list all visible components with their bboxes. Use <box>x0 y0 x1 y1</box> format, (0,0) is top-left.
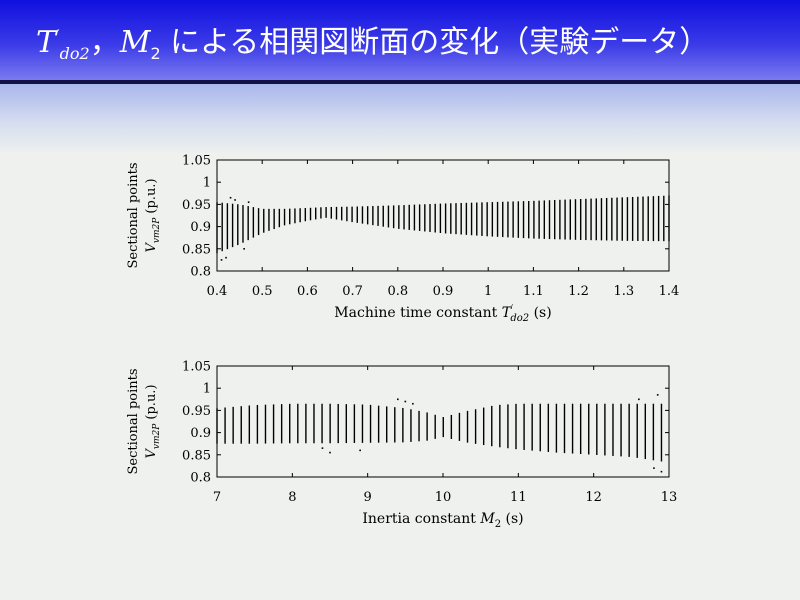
title-separator: ， <box>89 25 120 60</box>
x-tick-label: 9 <box>364 490 372 505</box>
y-tick-label: 1.05 <box>182 360 211 375</box>
data-point <box>653 467 655 469</box>
x-tick-label: 0.7 <box>342 284 363 299</box>
x-tick-label: 1.3 <box>613 284 634 299</box>
x-tick-label: 8 <box>288 490 296 505</box>
data-point <box>243 248 245 250</box>
y-tick-label: 1.05 <box>182 154 211 169</box>
y-axis-label-line2: Vvm2P (p.u.) <box>144 178 162 252</box>
data-point <box>229 196 232 199</box>
y-axis-label-line1: Sectional points <box>126 162 141 268</box>
x-tick-label: 12 <box>585 490 602 505</box>
y-tick-label: 0.9 <box>190 220 211 235</box>
title-symbol-t-prime: ′ <box>56 26 60 45</box>
title-text-rest: による相関図断面の変化（実験データ） <box>160 25 710 60</box>
data-point <box>412 402 414 405</box>
data-point <box>329 451 331 454</box>
x-tick-label: 1.4 <box>659 284 680 299</box>
chart-2: 7 8 9 10 11 12 13 0.8 0.85 0.9 0.95 1 1.05 Inertia co… <box>126 360 677 531</box>
y-axis-label-line2: Vvm2P (p.u.) <box>144 384 162 458</box>
y-tick-label: 0.8 <box>190 265 211 280</box>
x-tick-label: 0.5 <box>252 284 273 299</box>
x-tick-label: 13 <box>661 490 678 505</box>
y-tick-label: 1 <box>203 176 211 191</box>
x-tick-label: 0.9 <box>433 284 454 299</box>
x-tick-label: 1 <box>484 284 492 299</box>
data-point <box>638 398 640 401</box>
title-symbol-t-sub: do2 <box>59 44 90 63</box>
data-point <box>359 449 361 452</box>
title-bar: T′do2，M2 による相関図断面の変化（実験データ） <box>0 0 800 80</box>
x-tick-label: 0.4 <box>207 284 228 299</box>
y-tick-label: 0.85 <box>182 242 211 257</box>
data-point <box>656 394 659 396</box>
data-point <box>660 470 663 473</box>
data-point <box>404 400 407 403</box>
x-tick-label: 1.1 <box>523 284 544 299</box>
x-tick-label: 11 <box>510 490 527 505</box>
x-tick-label: 7 <box>213 490 221 505</box>
y-axis-label-line1: Sectional points <box>126 368 141 474</box>
data-point <box>397 398 399 401</box>
y-tick-label: 0.95 <box>182 404 211 419</box>
slide-title: T′do2，M2 による相関図断面の変化（実験データ） <box>36 17 709 63</box>
y-tick-label: 1 <box>203 382 211 397</box>
data-point <box>225 256 227 259</box>
title-symbol-t: T <box>36 25 57 60</box>
x-tick-label: 1.2 <box>568 284 589 299</box>
data-point <box>234 199 236 201</box>
y-tick-label: 0.8 <box>190 471 211 486</box>
title-rule <box>0 80 800 84</box>
data-point <box>321 447 324 449</box>
y-tick-label: 0.95 <box>182 198 211 213</box>
data-point <box>247 201 250 203</box>
data-point <box>220 259 223 261</box>
x-tick-label: 10 <box>435 490 452 505</box>
x-axis-label: Inertia constant M2 (s) <box>362 511 523 530</box>
y-tick-label: 0.9 <box>190 426 211 441</box>
title-symbol-m-sub: 2 <box>150 44 161 63</box>
x-tick-label: 0.8 <box>387 284 408 299</box>
chart-1: 0.4 0.5 0.6 0.7 0.8 0.9 1 1.1 1.2 1.3 1.4 0.8 0.85 0.… <box>126 154 679 325</box>
title-gradient <box>0 84 800 154</box>
title-symbol-m: M <box>119 25 151 60</box>
x-tick-label: 0.6 <box>297 284 318 299</box>
x-axis-label: Machine time constant T′ do2 (s) <box>334 304 551 324</box>
y-tick-label: 0.85 <box>182 448 211 463</box>
